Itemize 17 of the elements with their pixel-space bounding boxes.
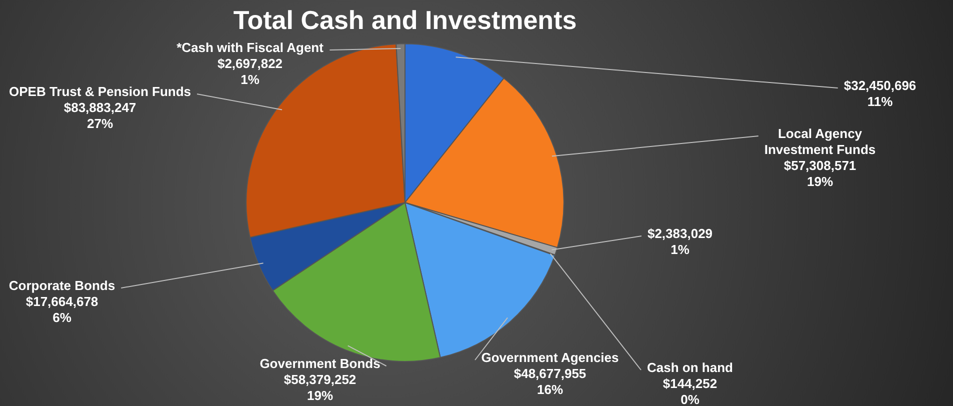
data-label: $48,677,955 16%	[514, 366, 586, 398]
data-label: $2,383,029 1%	[647, 226, 713, 258]
data-label: $58,379,252 19%	[284, 372, 356, 404]
slice-label: Corporate Bonds	[8, 278, 116, 294]
data-label: $57,308,571 19%	[784, 158, 856, 190]
data-label: $17,664,678 6%	[26, 294, 98, 326]
slice-label: OPEB Trust & Pension Funds	[8, 84, 192, 100]
slice-label: Government Bonds	[260, 356, 380, 372]
slice-label: Cash on hand	[647, 360, 734, 376]
slice-label: Local Agency Investment Funds	[764, 126, 876, 158]
data-label: $83,883,247 27%	[64, 100, 136, 132]
data-label: $32,450,696 11%	[844, 78, 916, 110]
chart-title: Total Cash and Investments	[233, 4, 577, 35]
slice-label: Government Agencies	[481, 350, 619, 366]
data-label: $144,252 0%	[662, 376, 718, 406]
slice-label: *Cash with Fiscal Agent	[176, 40, 324, 56]
data-label: $2,697,822 1%	[217, 56, 283, 88]
